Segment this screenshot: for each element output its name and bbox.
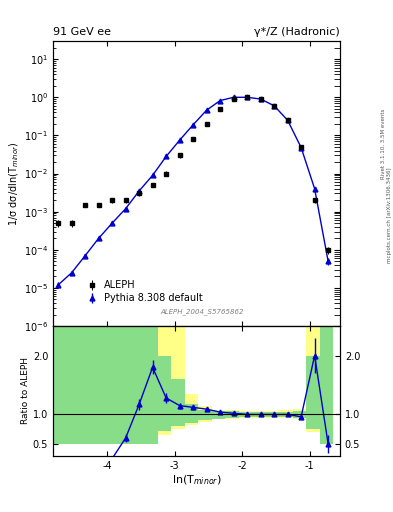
Y-axis label: 1/σ dσ/dln(T$_{minor}$): 1/σ dσ/dln(T$_{minor}$) (7, 141, 21, 226)
Text: Rivet 3.1.10, 3.5M events: Rivet 3.1.10, 3.5M events (381, 108, 386, 179)
Text: 91 GeV ee: 91 GeV ee (53, 28, 111, 37)
X-axis label: ln(T$_{minor}$): ln(T$_{minor}$) (172, 473, 221, 487)
Text: γ*/Z (Hadronic): γ*/Z (Hadronic) (254, 28, 340, 37)
Text: mcplots.cern.ch [arXiv:1306.3436]: mcplots.cern.ch [arXiv:1306.3436] (387, 167, 391, 263)
Legend: ALEPH, Pythia 8.308 default: ALEPH, Pythia 8.308 default (81, 276, 207, 307)
Text: ALEPH_2004_S5765862: ALEPH_2004_S5765862 (160, 308, 244, 315)
Y-axis label: Ratio to ALEPH: Ratio to ALEPH (21, 357, 30, 424)
